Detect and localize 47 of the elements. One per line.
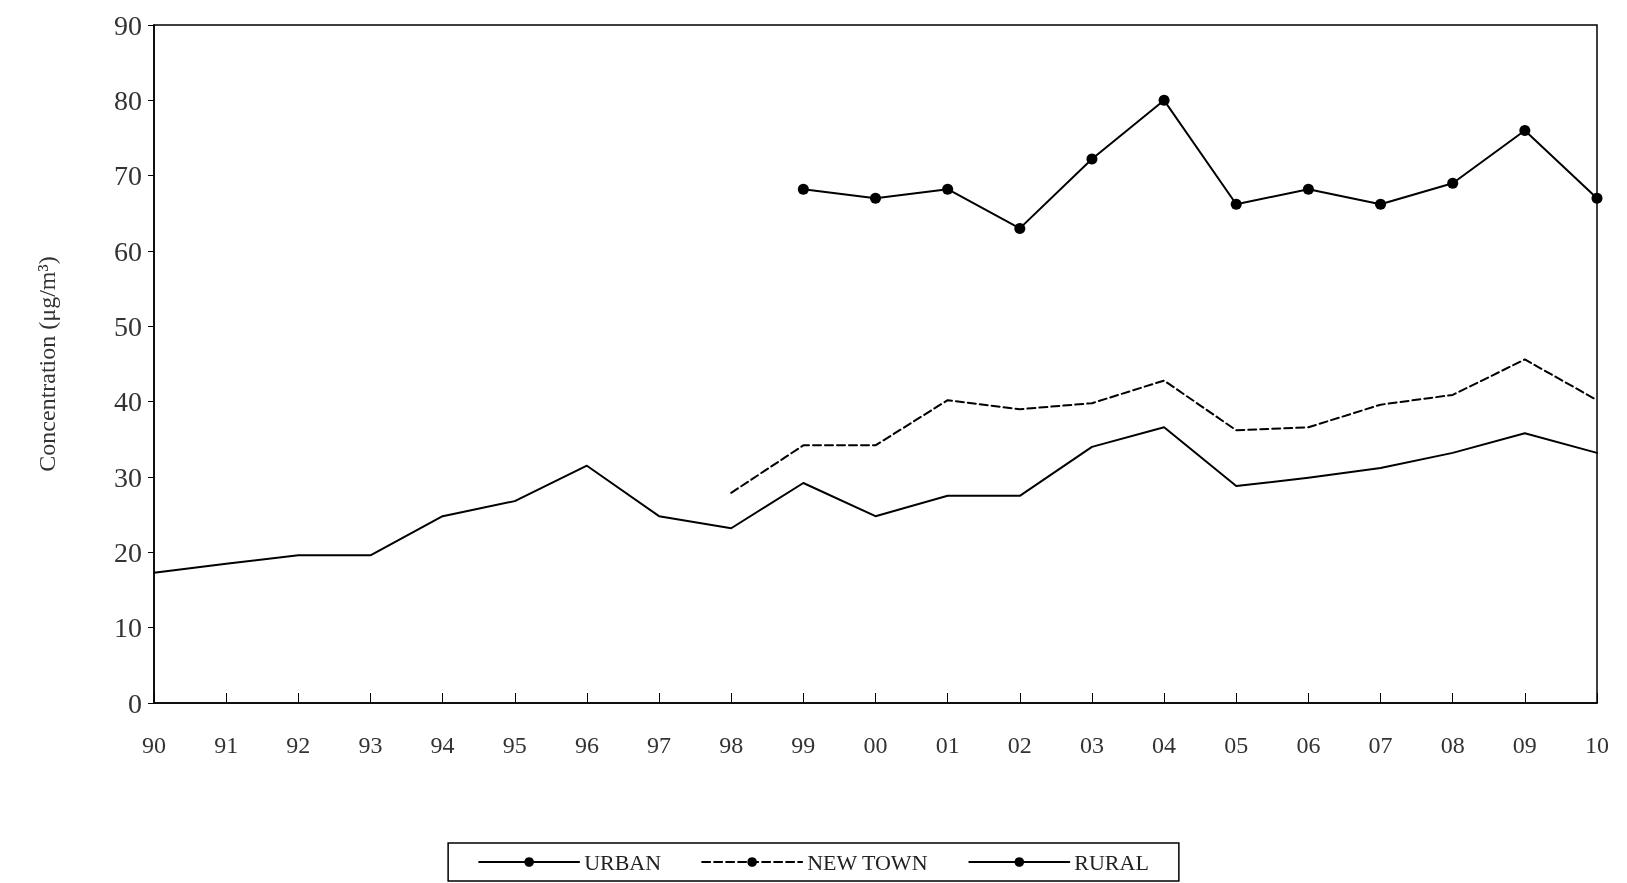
y-tick-label: 20 <box>114 536 142 568</box>
x-tick-label: 97 <box>647 732 672 758</box>
y-axis-title: Concentration (μg/m³) <box>34 256 60 472</box>
legend-label: RURAL <box>1074 849 1149 875</box>
x-tick-label: 96 <box>574 732 599 758</box>
point <box>1519 124 1531 136</box>
y-tick-label: 80 <box>114 84 142 116</box>
point <box>1230 198 1242 210</box>
x-tick-label: 98 <box>719 732 744 758</box>
x-tick-label: 06 <box>1296 732 1321 758</box>
point <box>1302 183 1314 195</box>
y-tick-label: 90 <box>114 9 142 41</box>
y-tick-label: 60 <box>114 235 142 267</box>
x-tick-label: 90 <box>142 732 166 758</box>
x-tick-label: 05 <box>1224 732 1249 758</box>
point <box>797 183 809 195</box>
x-tick-label: 95 <box>502 732 527 758</box>
x-tick-label: 01 <box>935 732 960 758</box>
y-tick-label: 40 <box>114 386 142 418</box>
point <box>1447 177 1459 189</box>
x-tick-label: 92 <box>286 732 311 758</box>
legend-label: NEW TOWN <box>807 849 928 875</box>
y-tick-label: 30 <box>114 461 142 493</box>
point <box>1014 222 1026 234</box>
y-tick-label: 0 <box>128 687 142 719</box>
point <box>942 183 954 195</box>
x-tick-label: 03 <box>1079 732 1104 758</box>
legend-label: URBAN <box>584 849 662 875</box>
x-tick-label: 08 <box>1440 732 1465 758</box>
y-tick-label: 50 <box>114 310 142 342</box>
point <box>1375 198 1387 210</box>
x-tick-label: 00 <box>863 732 888 758</box>
point <box>1086 153 1098 165</box>
x-tick-label: 93 <box>358 732 383 758</box>
x-tick-label: 91 <box>214 732 239 758</box>
x-tick-label: 02 <box>1007 732 1032 758</box>
y-tick-label: 10 <box>114 612 142 644</box>
x-tick-label: 07 <box>1368 732 1393 758</box>
point <box>870 192 881 204</box>
x-tick-label: 94 <box>430 732 455 758</box>
x-tick-label: 10 <box>1585 732 1609 758</box>
point <box>1158 94 1170 106</box>
y-tick-label: 70 <box>114 160 142 192</box>
point <box>1591 192 1603 204</box>
x-tick-label: 99 <box>791 732 816 758</box>
x-tick-label: 09 <box>1512 732 1537 758</box>
x-tick-label: 04 <box>1152 732 1177 758</box>
